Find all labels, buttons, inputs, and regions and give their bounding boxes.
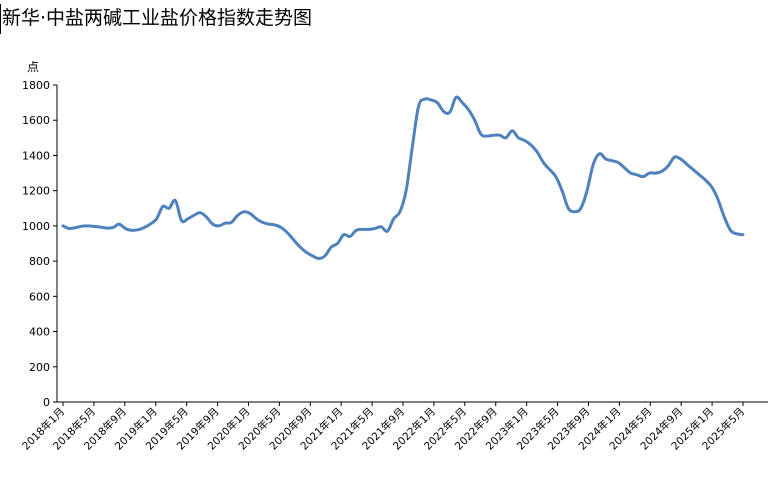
y-tick-label: 1600 [22, 114, 50, 127]
x-ticks: 2018年1月2018年5月2018年9月2019年1月2019年5月2019年… [19, 402, 747, 453]
title-cursor-bar [0, 4, 1, 34]
chart-title: 新华·中盐两碱工业盐价格指数走势图 [2, 7, 313, 29]
y-tick-label: 200 [29, 361, 50, 374]
y-ticks: 0 200 400 600 800 1000 1200 1400 1600 1800 [22, 79, 57, 409]
y-axis-unit-label: 点 [27, 60, 39, 74]
series-line [61, 95, 745, 260]
y-tick-label: 1800 [22, 79, 50, 92]
y-tick-label: 1400 [22, 149, 50, 162]
y-tick-label: 1200 [22, 185, 50, 198]
y-tick-label: 800 [29, 255, 50, 268]
y-tick-label: 600 [29, 290, 50, 303]
y-tick-label: 400 [29, 326, 50, 339]
y-tick-label: 1000 [22, 220, 50, 233]
y-tick-label: 0 [43, 396, 50, 409]
